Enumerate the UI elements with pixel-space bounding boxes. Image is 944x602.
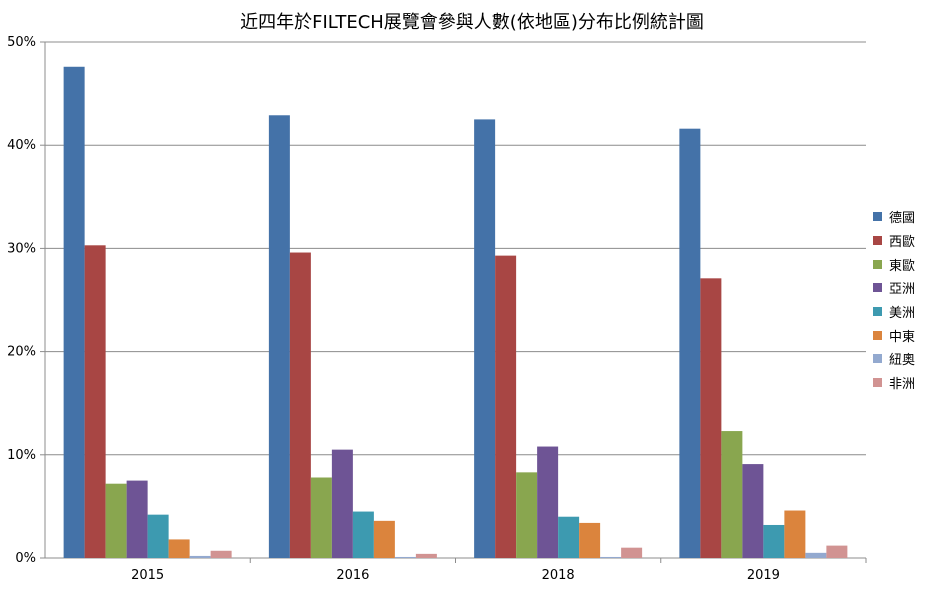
y-tick-label: 20% (7, 345, 36, 360)
legend-label: 西歐 (889, 235, 916, 251)
legend-label: 美洲 (889, 306, 916, 322)
bar-紐奧-2015 (189, 555, 211, 558)
bar-中東-2016 (373, 520, 395, 558)
bar-亞洲-2019 (742, 464, 764, 558)
bar-德國-2015 (63, 66, 85, 558)
bar-西歐-2016 (289, 252, 311, 558)
legend-swatch (873, 354, 882, 364)
y-tick-label: 50% (7, 35, 36, 50)
legend-swatch (873, 283, 882, 293)
legend-item: 德國 (873, 205, 915, 229)
legend: 德國西歐東歐亞洲美洲中東紐奧非洲 (873, 205, 915, 395)
legend-label: 中東 (889, 329, 916, 345)
bar-紐奧-2018 (600, 556, 622, 558)
legend-item: 非洲 (873, 371, 915, 395)
legend-swatch (873, 236, 882, 246)
legend-item: 西歐 (873, 229, 915, 253)
bar-西歐-2015 (84, 245, 106, 558)
x-tick-label: 2016 (336, 568, 369, 583)
legend-swatch (873, 330, 882, 340)
bar-非洲-2019 (826, 545, 848, 558)
legend-item: 中東 (873, 323, 915, 347)
bar-東歐-2019 (721, 431, 743, 558)
legend-label: 亞洲 (889, 282, 916, 298)
bar-中東-2015 (168, 539, 190, 558)
bar-中東-2019 (784, 510, 806, 558)
bar-德國-2016 (268, 115, 290, 558)
legend-swatch (873, 307, 882, 317)
y-tick-label: 30% (7, 241, 36, 256)
legend-item: 美洲 (873, 300, 915, 324)
legend-swatch (873, 378, 882, 388)
bar-東歐-2018 (516, 472, 538, 558)
x-tick-label: 2015 (131, 568, 164, 583)
y-tick-label: 0% (15, 551, 36, 566)
bar-西歐-2019 (700, 278, 722, 558)
bar-西歐-2018 (495, 255, 517, 558)
legend-label: 德國 (889, 211, 916, 227)
y-tick-label: 40% (7, 138, 36, 153)
bar-美洲-2016 (352, 511, 374, 558)
y-tick-label: 10% (7, 448, 36, 463)
bar-紐奧-2019 (805, 552, 827, 558)
legend-swatch (873, 259, 882, 269)
bar-中東-2018 (579, 522, 601, 558)
bar-東歐-2016 (310, 477, 332, 558)
bar-德國-2018 (474, 119, 496, 559)
bar-非洲-2016 (415, 553, 437, 558)
legend-label: 非洲 (889, 377, 916, 393)
x-tick-label: 2018 (542, 568, 575, 583)
legend-item: 紐奧 (873, 347, 915, 371)
bar-亞洲-2016 (331, 449, 353, 558)
bar-非洲-2018 (621, 547, 643, 558)
bar-德國-2019 (679, 128, 701, 559)
chart-title: 近四年於FILTECH展覽會參與人數(依地區)分布比例統計圖 (240, 12, 704, 33)
bar-美洲-2015 (147, 514, 169, 558)
bar-非洲-2015 (210, 550, 232, 558)
legend-label: 紐奧 (889, 353, 916, 369)
x-tick-label: 2019 (747, 568, 780, 583)
bar-亞洲-2018 (537, 446, 559, 558)
legend-item: 東歐 (873, 252, 915, 276)
bar-美洲-2019 (763, 524, 785, 558)
bar-亞洲-2015 (126, 480, 148, 558)
bar-東歐-2015 (105, 483, 127, 558)
bar-紐奧-2016 (394, 556, 416, 558)
legend-label: 東歐 (889, 258, 916, 274)
legend-item: 亞洲 (873, 276, 915, 300)
legend-swatch (873, 212, 882, 222)
bar-美洲-2018 (558, 516, 580, 558)
